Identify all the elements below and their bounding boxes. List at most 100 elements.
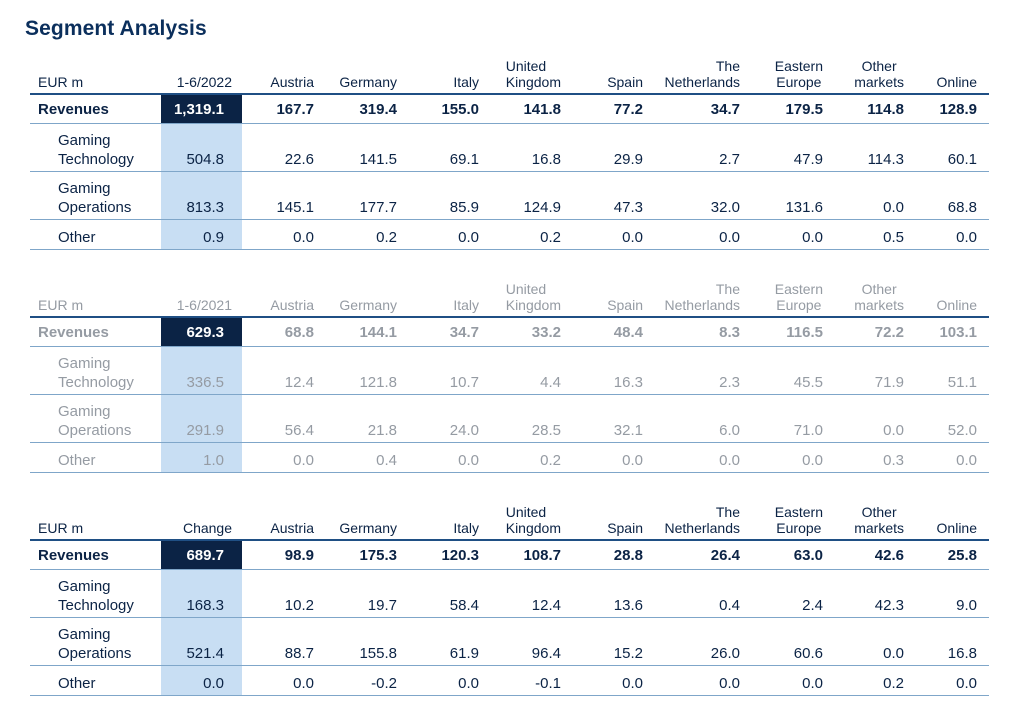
unit-label: EUR m bbox=[38, 520, 84, 536]
value-cell: 85.9 bbox=[449, 199, 479, 216]
value-cell: 0.0 bbox=[719, 675, 740, 692]
value-cell: 2.3 bbox=[719, 374, 740, 391]
column-header-ee: Eastern Europe bbox=[743, 502, 823, 540]
value-cell: 28.5 bbox=[531, 422, 561, 439]
value-cell: -0.1 bbox=[535, 675, 561, 692]
table-header: EUR m Change Austria Germany Italy United King… bbox=[30, 502, 989, 540]
value-cell: 0.0 bbox=[802, 452, 823, 469]
value-cell: 0.2 bbox=[883, 675, 904, 692]
table-row: Other 0.0 0.0 -0.2 0.0 -0.1 0.0 0.0 0.0 0.2 0.0 bbox=[30, 666, 989, 696]
value-cell: 179.5 bbox=[785, 100, 823, 118]
value-cell: 121.8 bbox=[359, 374, 397, 391]
segment-table: EUR m Change Austria Germany Italy United King… bbox=[30, 502, 989, 696]
column-header-line: Europe bbox=[776, 74, 822, 90]
row-label-line: Gaming bbox=[58, 355, 111, 372]
total-value: 521.4 bbox=[186, 645, 224, 662]
column-header-line: Kingdom bbox=[505, 297, 561, 313]
column-header-line: Netherlands bbox=[664, 297, 741, 313]
row-label-line: Revenues bbox=[38, 100, 109, 118]
value-cell: 72.2 bbox=[874, 323, 904, 341]
row-label-line: Technology bbox=[58, 597, 134, 614]
value-cell: 114.3 bbox=[867, 151, 904, 168]
value-cell: 26.4 bbox=[710, 546, 740, 564]
value-cell: 33.2 bbox=[531, 323, 561, 341]
total-value: 0.0 bbox=[203, 675, 224, 692]
value-cell: 47.3 bbox=[613, 199, 643, 216]
value-cell: 25.8 bbox=[947, 546, 977, 564]
value-cell: 0.0 bbox=[883, 645, 904, 662]
total-value: 813.3 bbox=[186, 199, 224, 216]
row-rule bbox=[30, 171, 989, 172]
value-cell: 42.6 bbox=[874, 546, 904, 564]
value-cell: 63.0 bbox=[793, 546, 823, 564]
row-label-line: Gaming bbox=[58, 132, 111, 149]
value-cell: 6.0 bbox=[719, 422, 740, 439]
value-cell: 0.0 bbox=[956, 229, 977, 246]
value-cell: 0.0 bbox=[293, 675, 314, 692]
highlight-column bbox=[161, 570, 242, 696]
total-value: 0.9 bbox=[203, 229, 224, 246]
value-cell: 52.0 bbox=[947, 422, 977, 439]
column-header-ee: Eastern Europe bbox=[743, 56, 823, 94]
value-cell: 47.9 bbox=[793, 151, 823, 168]
row-label-line: Revenues bbox=[38, 323, 109, 341]
row-label-line: Operations bbox=[58, 645, 132, 662]
column-header-line: markets bbox=[854, 74, 904, 90]
column-header-uk: United Kingdom bbox=[481, 279, 561, 317]
total-value: 1,319.1 bbox=[173, 100, 224, 118]
value-cell: 10.7 bbox=[449, 374, 479, 391]
value-cell: 108.7 bbox=[523, 546, 561, 564]
value-cell: -0.2 bbox=[371, 675, 397, 692]
value-cell: 0.0 bbox=[622, 229, 643, 246]
value-cell: 26.0 bbox=[710, 645, 740, 662]
column-header-italy: Italy bbox=[453, 74, 479, 90]
value-cell: 0.0 bbox=[802, 229, 823, 246]
row-rule bbox=[30, 123, 989, 124]
value-cell: 177.7 bbox=[359, 199, 397, 216]
value-cell: 0.0 bbox=[883, 199, 904, 216]
value-cell: 29.9 bbox=[613, 151, 643, 168]
value-cell: 0.0 bbox=[622, 452, 643, 469]
value-cell: 319.4 bbox=[359, 100, 397, 118]
value-cell: 0.0 bbox=[458, 452, 479, 469]
value-cell: 98.9 bbox=[284, 546, 314, 564]
value-cell: 0.5 bbox=[883, 229, 904, 246]
value-cell: 68.8 bbox=[947, 199, 977, 216]
table-row: Gaming Operations 521.4 88.7 155.8 61.9 96.4 15… bbox=[30, 618, 989, 666]
value-cell: 0.2 bbox=[540, 452, 561, 469]
total-value: 629.3 bbox=[186, 323, 224, 341]
value-cell: 34.7 bbox=[710, 100, 740, 118]
value-cell: 60.6 bbox=[793, 645, 823, 662]
value-cell: 12.4 bbox=[531, 597, 561, 614]
value-cell: 128.9 bbox=[939, 100, 977, 118]
row-label-line: Gaming bbox=[58, 578, 111, 595]
highlight-column bbox=[161, 347, 242, 473]
row-rule bbox=[30, 346, 989, 347]
value-cell: 32.1 bbox=[613, 422, 643, 439]
value-cell: 10.2 bbox=[284, 597, 314, 614]
total-value: 689.7 bbox=[186, 546, 224, 564]
row-label: Gaming Technology bbox=[30, 124, 160, 172]
column-header-line: Other bbox=[861, 281, 897, 297]
column-header-line: Kingdom bbox=[505, 520, 561, 536]
column-header-nl: The Netherlands bbox=[645, 279, 741, 317]
header-rule bbox=[30, 539, 989, 541]
value-cell: 24.0 bbox=[449, 422, 479, 439]
row-rule bbox=[30, 472, 989, 473]
value-cell: 13.6 bbox=[613, 597, 643, 614]
segment-table: EUR m 1-6/2021 Austria Germany Italy United Ki… bbox=[30, 279, 989, 473]
column-header-italy: Italy bbox=[453, 520, 479, 536]
column-header-other: Other markets bbox=[829, 279, 904, 317]
column-header-line: The bbox=[715, 58, 740, 74]
column-header-line: Europe bbox=[776, 520, 822, 536]
header-rule bbox=[30, 93, 989, 95]
value-cell: 71.9 bbox=[874, 374, 904, 391]
column-header-austria: Austria bbox=[270, 520, 314, 536]
value-cell: 21.8 bbox=[367, 422, 397, 439]
value-cell: 124.9 bbox=[523, 199, 561, 216]
value-cell: 120.3 bbox=[441, 546, 479, 564]
value-cell: 32.0 bbox=[710, 199, 740, 216]
row-label: Revenues bbox=[30, 94, 160, 124]
value-cell: 144.1 bbox=[359, 323, 397, 341]
value-cell: 0.0 bbox=[293, 452, 314, 469]
